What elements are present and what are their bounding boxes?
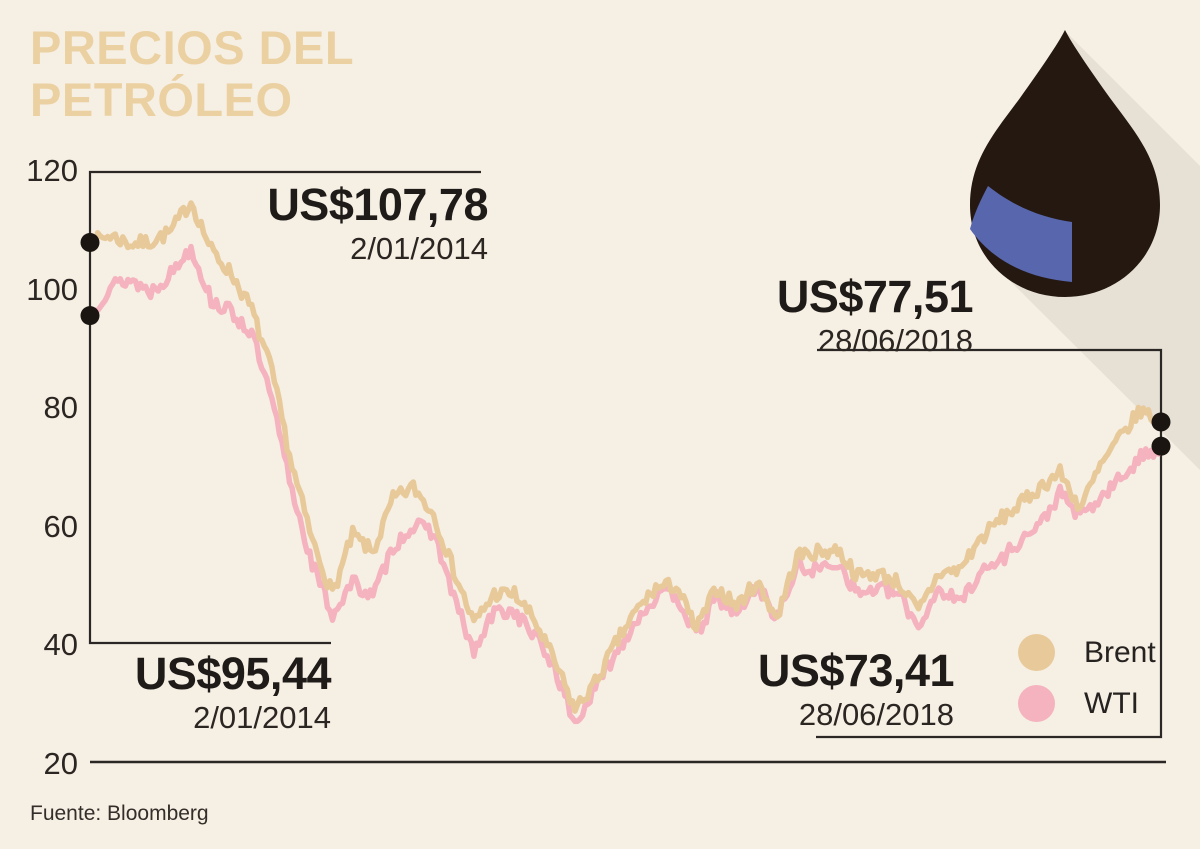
y-tick-120: 120	[26, 153, 78, 188]
legend: Brent WTI	[1018, 634, 1156, 736]
brent-swatch-icon	[1018, 634, 1055, 671]
annotation-brent-start: US$107,78 2/01/2014	[267, 182, 488, 264]
wti-end-dot	[1151, 436, 1171, 456]
y-tick-60: 60	[43, 508, 78, 544]
annotation-wti-end: US$73,41 28/06/2018	[757, 645, 955, 732]
page-title-line1: PRECIOS DEL	[30, 21, 355, 74]
wti-start-dot	[80, 306, 100, 326]
annotation-date: 2/01/2014	[193, 700, 331, 735]
legend-item-wti: WTI	[1018, 685, 1156, 722]
source-credit: Fuente: Bloomberg	[30, 802, 209, 825]
legend-label-wti: WTI	[1084, 686, 1139, 720]
annotation-price: US$73,41	[757, 645, 955, 696]
page-title: PRECIOS DEL PETRÓLEO	[30, 22, 354, 125]
wti-swatch-icon	[1018, 685, 1055, 722]
y-tick-20: 20	[43, 746, 78, 781]
annotation-price: US$95,44	[134, 648, 332, 699]
brent-end-dot	[1151, 412, 1171, 432]
annotation-date: 28/06/2018	[817, 323, 973, 358]
annotation-price: US$77,51	[776, 271, 974, 322]
annotation-date: 28/06/2018	[798, 697, 954, 732]
annotation-wti-start: US$95,44 2/01/2014	[134, 648, 332, 735]
annotation-price: US$107,78	[267, 179, 488, 230]
y-tick-40: 40	[43, 627, 78, 663]
legend-label-brent: Brent	[1084, 635, 1156, 669]
legend-item-brent: Brent	[1018, 634, 1156, 671]
bracket-right	[816, 348, 1163, 739]
oil-drop-highlight	[970, 186, 1072, 282]
brent-start-dot	[80, 232, 100, 252]
y-tick-100: 100	[26, 271, 78, 307]
page-title-line2: PETRÓLEO	[30, 72, 293, 126]
brent-line	[87, 200, 1164, 714]
annotation-date: 2/01/2014	[350, 231, 488, 266]
bracket-top-left	[88, 170, 481, 645]
annotation-brent-end: US$77,51 28/06/2018	[776, 271, 974, 358]
y-tick-80: 80	[43, 390, 78, 426]
oil-drop-icon	[970, 30, 1160, 297]
